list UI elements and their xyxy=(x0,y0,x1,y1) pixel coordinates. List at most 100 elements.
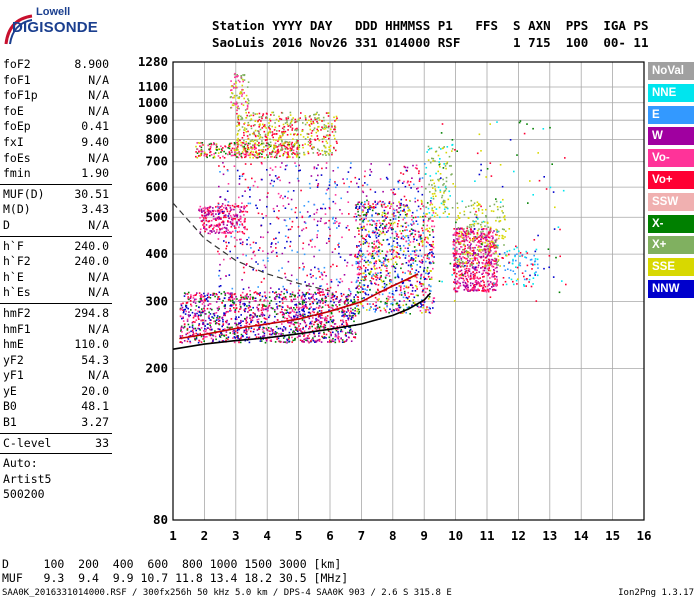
echo-point xyxy=(274,315,276,318)
echo-point xyxy=(372,203,374,205)
echo-point xyxy=(189,314,191,317)
echo-point xyxy=(247,296,249,298)
echo-point xyxy=(236,326,239,328)
echo-point xyxy=(217,218,220,221)
echo-point xyxy=(304,337,307,340)
echo-point xyxy=(240,324,242,327)
echo-point xyxy=(475,220,477,223)
echo-point xyxy=(346,315,349,317)
echo-point xyxy=(480,240,482,243)
echo-point xyxy=(386,265,388,267)
echo-point xyxy=(419,261,422,264)
echo-point xyxy=(364,270,367,273)
echo-point xyxy=(285,165,287,167)
echo-point xyxy=(309,312,312,314)
echo-point xyxy=(249,189,251,191)
echo-point xyxy=(291,341,293,343)
echo-point xyxy=(273,148,275,150)
echo-point xyxy=(406,204,408,207)
echo-point xyxy=(290,307,292,310)
echo-point xyxy=(366,199,368,202)
echo-point xyxy=(204,216,207,219)
echo-point xyxy=(320,129,322,131)
echo-point xyxy=(304,298,307,300)
echo-point xyxy=(243,226,245,229)
echo-point xyxy=(282,197,284,200)
echo-point xyxy=(272,250,274,252)
echo-point xyxy=(383,307,385,310)
echo-point xyxy=(324,213,327,215)
echo-point xyxy=(363,279,365,282)
echo-point xyxy=(191,324,194,327)
echo-point xyxy=(488,246,490,248)
echo-point xyxy=(473,225,475,227)
echo-point xyxy=(471,231,474,233)
echo-point xyxy=(197,142,199,144)
echo-point xyxy=(426,306,428,308)
echo-point xyxy=(427,273,429,275)
echo-point xyxy=(372,273,374,276)
echo-point xyxy=(296,327,298,330)
echo-point xyxy=(332,308,334,310)
echo-point xyxy=(389,250,392,252)
echo-point xyxy=(355,262,358,265)
echo-point xyxy=(274,333,277,336)
echo-point xyxy=(226,326,229,329)
echo-point xyxy=(390,205,392,208)
echo-point xyxy=(271,125,273,128)
echo-point xyxy=(307,200,310,203)
echo-point xyxy=(416,209,418,212)
echo-point xyxy=(298,301,300,304)
echo-point xyxy=(292,149,295,152)
echo-point xyxy=(339,281,341,284)
echo-point xyxy=(254,254,256,257)
echo-point xyxy=(243,271,246,274)
echo-point xyxy=(270,251,273,254)
echo-point xyxy=(272,139,275,141)
echo-point xyxy=(203,154,206,157)
echo-point xyxy=(233,331,236,334)
echo-point xyxy=(231,219,234,222)
echo-point xyxy=(304,115,307,117)
echo-point xyxy=(244,226,246,228)
echo-point xyxy=(396,256,398,258)
echo-point xyxy=(488,289,490,292)
echo-point xyxy=(365,293,367,296)
echo-point xyxy=(376,250,378,253)
echo-point xyxy=(496,206,499,208)
echo-point xyxy=(236,139,238,141)
echo-point xyxy=(328,137,330,140)
echo-point xyxy=(325,167,328,169)
echo-point xyxy=(223,226,226,229)
echo-point xyxy=(384,309,387,311)
echo-point xyxy=(218,222,221,225)
param-name: B1 xyxy=(3,415,17,430)
echo-point xyxy=(389,236,392,239)
echo-point xyxy=(279,166,282,168)
echo-point xyxy=(388,201,391,203)
echo-point xyxy=(266,154,268,156)
echo-point xyxy=(429,307,431,310)
echo-point xyxy=(296,156,298,158)
echo-point xyxy=(374,247,377,249)
echo-point xyxy=(208,311,210,314)
echo-point xyxy=(331,126,333,128)
echo-point xyxy=(282,316,284,319)
echo-point xyxy=(236,214,239,216)
echo-point xyxy=(279,293,282,296)
echo-point xyxy=(487,268,489,270)
echo-point xyxy=(258,126,260,128)
echo-point xyxy=(420,303,422,305)
echo-point xyxy=(330,306,332,309)
echo-point xyxy=(356,266,359,269)
echo-point xyxy=(303,266,305,268)
echo-point xyxy=(371,242,373,244)
echo-point xyxy=(308,283,310,285)
echo-point xyxy=(350,281,353,283)
echo-point xyxy=(266,113,268,115)
echo-point xyxy=(403,250,405,253)
echo-point xyxy=(389,223,392,225)
echo-point xyxy=(385,206,388,208)
echo-point xyxy=(431,229,434,231)
echo-point xyxy=(406,298,409,301)
